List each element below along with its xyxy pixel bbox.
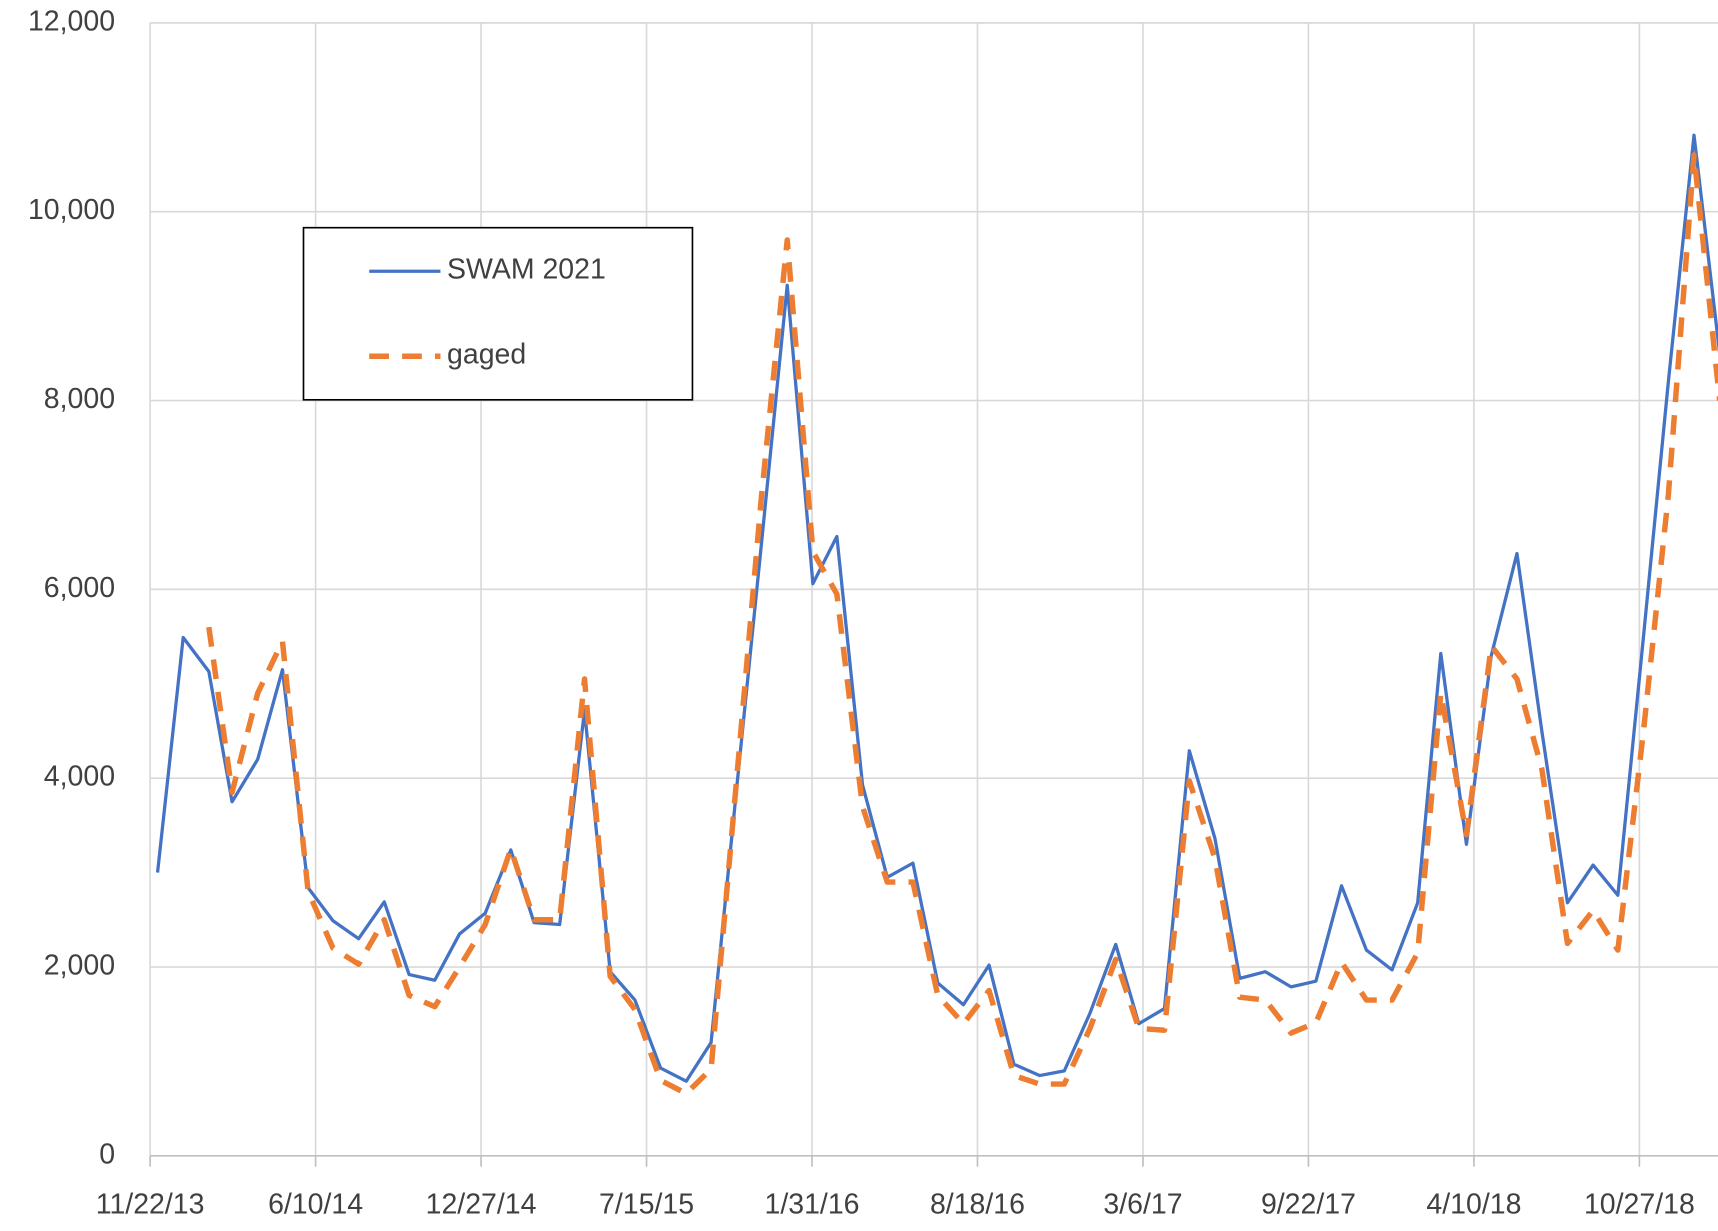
x-tick-label: 7/15/15 (599, 1188, 694, 1220)
x-tick-label: 11/22/13 (96, 1188, 205, 1220)
x-tick-label: 6/10/14 (268, 1188, 363, 1220)
y-tick-label: 10,000 (28, 194, 115, 226)
legend: SWAM 2021 gaged (302, 226, 694, 401)
y-tick-label: 4,000 (44, 761, 115, 793)
x-tick-label: 9/22/17 (1261, 1188, 1356, 1220)
grid (149, 22, 1718, 1167)
x-tick-label: 12/27/14 (426, 1188, 537, 1220)
x-tick-label: 1/31/16 (765, 1188, 860, 1220)
y-tick-label: 0 (99, 1138, 115, 1170)
labels: 0 2,000 4,000 6,000 8,000 10,000 12,000 11/22/1… (28, 5, 1695, 1220)
legend-label: SWAM 2021 (447, 254, 606, 286)
x-tick-label: 10/27/18 (1584, 1188, 1695, 1220)
x-tick-label: 4/10/18 (1426, 1188, 1521, 1220)
x-tick-label: 8/18/16 (930, 1188, 1025, 1220)
plot-area (155, 133, 1718, 1097)
y-tick-label: 6,000 (44, 572, 115, 604)
x-tick-label: 3/6/17 (1103, 1188, 1182, 1220)
y-tick-label: 8,000 (44, 383, 115, 415)
y-tick-label: 2,000 (44, 950, 115, 982)
y-tick-label: 12,000 (28, 5, 115, 37)
series-line (206, 152, 1718, 1097)
legend-box (302, 226, 694, 401)
legend-label: gaged (447, 339, 526, 371)
